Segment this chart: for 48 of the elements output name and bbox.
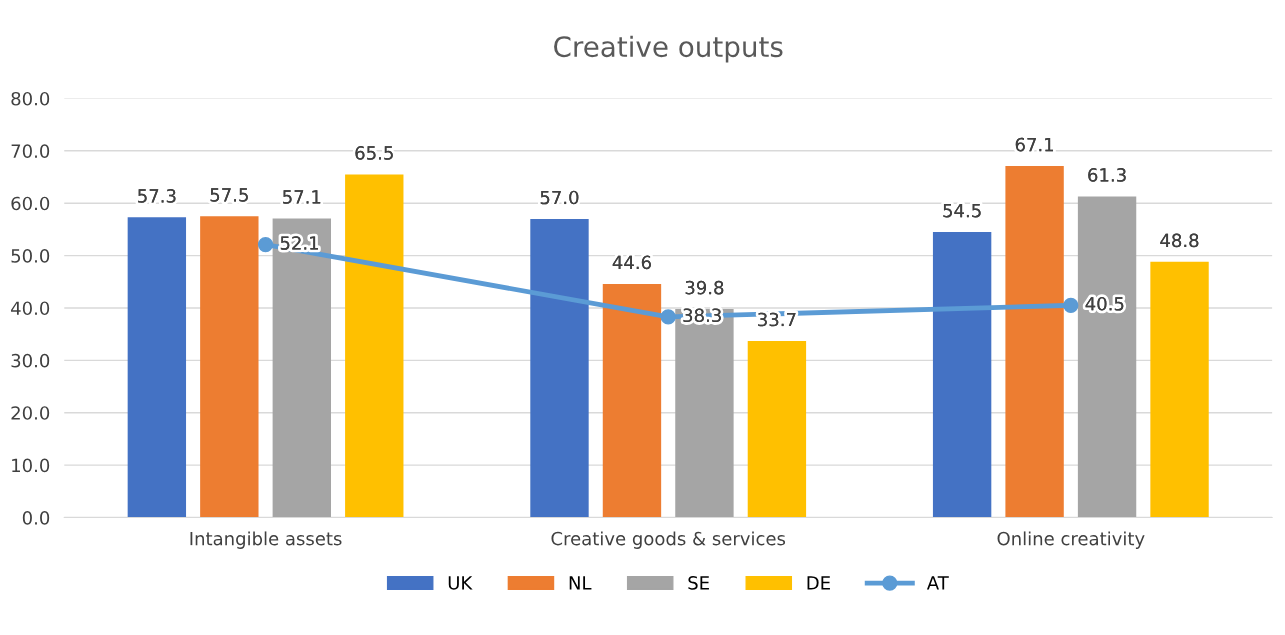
point: [1063, 297, 1079, 313]
y-tick-label: 60.0: [11, 196, 50, 211]
data-label: 57.5: [210, 188, 248, 202]
data-label: 65.5: [355, 146, 393, 160]
data-label: 61.3: [1088, 168, 1126, 182]
x-tick-label: Creative goods & services: [551, 531, 786, 549]
data-label: 33.7: [758, 312, 796, 327]
data-label: 40.5: [1085, 296, 1124, 311]
bar: [272, 218, 331, 518]
legend-label: NL: [569, 576, 592, 590]
data-label: 48.8: [1160, 233, 1199, 248]
x-tick-label: Intangible assets: [190, 531, 342, 549]
chart-title: Creative outputs: [554, 35, 783, 63]
y-tick-label: 40.0: [11, 301, 50, 316]
bar: [932, 232, 992, 518]
data-label: 44.6: [612, 255, 651, 270]
bar: [345, 174, 404, 518]
bar: [530, 218, 589, 518]
bar: [747, 340, 807, 518]
bar: [1150, 261, 1209, 518]
bar: [675, 309, 734, 518]
point: [660, 309, 676, 325]
x-tick-label: Online creativity: [997, 531, 1145, 549]
y-tick-label: 80.0: [11, 91, 50, 106]
y-tick-label: 20.0: [11, 406, 50, 420]
legend-label: SE: [688, 576, 709, 590]
legend-label: AT: [926, 576, 949, 590]
bar: [602, 283, 662, 518]
y-tick-label: 0.0: [22, 510, 50, 525]
data-label: 67.1: [1015, 137, 1054, 152]
y-tick-label: 50.0: [11, 249, 50, 263]
legend-label: DE: [807, 576, 830, 590]
data-label: 57.0: [540, 190, 579, 205]
point: [257, 236, 274, 253]
data-label: 54.5: [943, 203, 981, 218]
bar: [1005, 166, 1064, 518]
data-label: 52.1: [280, 236, 318, 250]
y-tick-label: 70.0: [11, 144, 50, 158]
data-label: 39.8: [685, 280, 724, 295]
bar: [200, 216, 259, 518]
bar: [127, 217, 187, 518]
data-label: 38.3: [683, 308, 721, 323]
legend-label: UK: [448, 576, 473, 590]
bar: [1077, 196, 1137, 518]
y-tick-label: 30.0: [11, 353, 50, 368]
y-tick-label: 10.0: [12, 458, 50, 473]
data-label: 57.1: [283, 190, 321, 204]
data-label: 57.3: [138, 189, 176, 203]
